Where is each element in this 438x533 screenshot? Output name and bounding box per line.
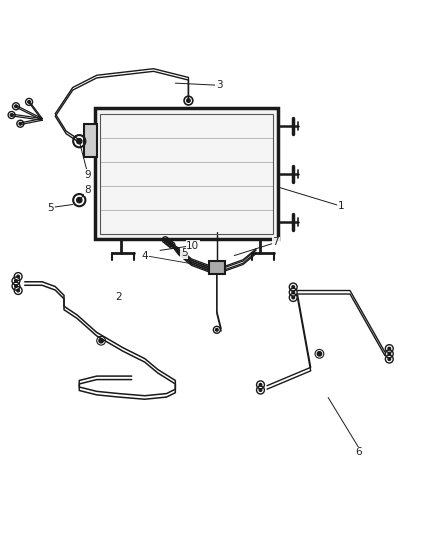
- Circle shape: [28, 101, 30, 103]
- Bar: [84, 124, 97, 157]
- Text: 3: 3: [215, 80, 223, 90]
- Text: 2: 2: [115, 292, 122, 302]
- Circle shape: [17, 289, 19, 292]
- Bar: [95, 108, 278, 239]
- Bar: [209, 261, 225, 274]
- Text: 7: 7: [272, 238, 279, 247]
- Circle shape: [292, 286, 294, 288]
- Circle shape: [388, 348, 391, 350]
- Circle shape: [292, 291, 294, 294]
- Circle shape: [388, 358, 391, 360]
- Text: 6: 6: [355, 447, 362, 457]
- Circle shape: [259, 389, 262, 391]
- Text: 9: 9: [85, 170, 92, 180]
- Circle shape: [19, 123, 21, 125]
- Circle shape: [164, 239, 166, 241]
- Circle shape: [292, 296, 294, 299]
- Circle shape: [317, 352, 321, 356]
- Circle shape: [259, 384, 262, 386]
- Circle shape: [14, 285, 17, 287]
- Circle shape: [215, 328, 218, 331]
- Text: 5: 5: [48, 203, 54, 213]
- Circle shape: [11, 114, 13, 116]
- Circle shape: [99, 338, 103, 343]
- Circle shape: [14, 105, 17, 108]
- Circle shape: [166, 240, 169, 243]
- Circle shape: [187, 99, 190, 102]
- Text: 5: 5: [181, 248, 187, 259]
- Text: 8: 8: [85, 185, 92, 195]
- Text: 4: 4: [141, 251, 148, 261]
- Text: 10: 10: [186, 240, 199, 251]
- Circle shape: [77, 198, 82, 203]
- Circle shape: [168, 242, 171, 245]
- Circle shape: [170, 244, 173, 246]
- Text: 1: 1: [338, 201, 345, 211]
- Circle shape: [17, 275, 19, 278]
- Bar: [100, 114, 273, 234]
- Circle shape: [77, 139, 82, 144]
- Circle shape: [388, 352, 391, 355]
- Circle shape: [14, 280, 17, 282]
